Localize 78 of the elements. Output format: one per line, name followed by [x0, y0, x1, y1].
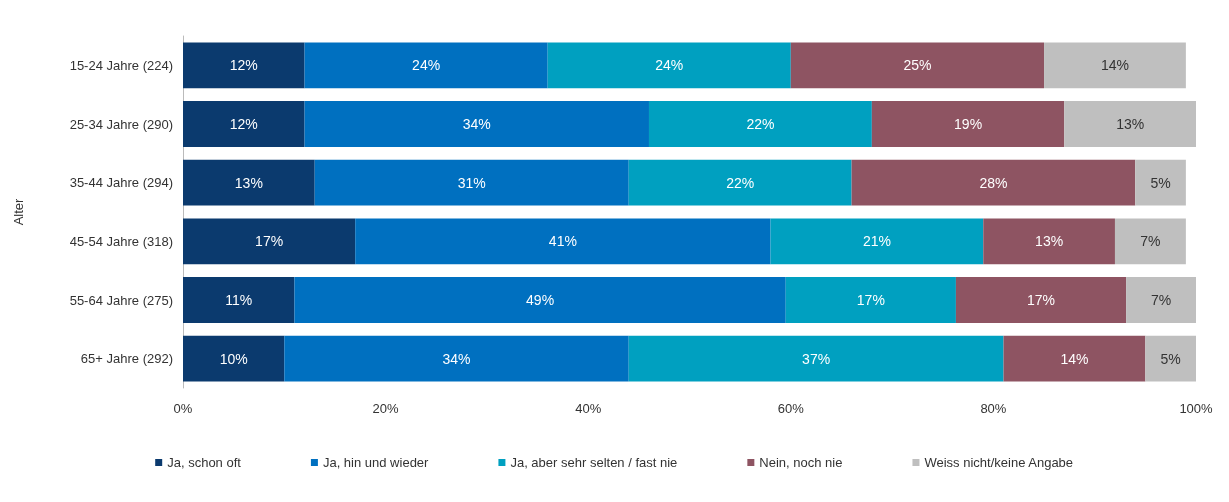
y-tick-label: 35-44 Jahre (294) — [69, 175, 173, 191]
data-label: 19% — [954, 116, 983, 132]
x-tick-label: 60% — [777, 401, 805, 416]
bar — [183, 277, 295, 323]
bar — [284, 335, 629, 382]
bar — [1064, 101, 1196, 147]
legend-label: Ja, hin und wieder — [322, 455, 430, 470]
legend-label: Nein, noch nie — [759, 455, 843, 470]
y-tick-label: 65+ Jahre (292) — [80, 351, 173, 367]
data-label: 34% — [442, 350, 471, 367]
bar — [1114, 218, 1186, 265]
data-label: 25% — [903, 57, 932, 74]
bar — [785, 277, 956, 323]
data-label: 5% — [1150, 174, 1171, 191]
data-label: 13% — [234, 174, 263, 191]
y-tick-label: 45-54 Jahre (318) — [69, 233, 173, 249]
data-label: 10% — [219, 350, 248, 367]
bar — [648, 101, 872, 147]
y-tick-label: 25-34 Jahre (290) — [69, 116, 173, 132]
bar — [790, 42, 1045, 89]
data-label: 41% — [548, 233, 577, 250]
data-label: 17% — [255, 233, 284, 250]
bar — [183, 159, 315, 206]
legend-label: Ja, schon oft — [167, 455, 242, 470]
bar — [304, 42, 548, 89]
data-label: 49% — [526, 292, 555, 308]
x-tick-label: 20% — [372, 401, 400, 416]
bar — [1145, 335, 1196, 382]
bar — [355, 218, 771, 265]
bar — [183, 335, 285, 382]
bar — [1126, 277, 1196, 323]
bar — [183, 218, 356, 265]
data-label: 34% — [462, 116, 491, 132]
data-label: 21% — [862, 233, 891, 250]
bar — [1135, 159, 1186, 206]
x-tick-label: 100% — [1179, 401, 1214, 416]
legend-label: Ja, aber sehr selten / fast nie — [510, 455, 678, 470]
bar — [1044, 42, 1186, 89]
bar — [183, 42, 305, 89]
data-label: 24% — [412, 57, 441, 74]
bar — [294, 277, 786, 323]
bar — [547, 42, 791, 89]
data-label: 24% — [655, 57, 684, 74]
data-label: 11% — [225, 292, 253, 308]
data-label: 7% — [1140, 233, 1161, 250]
y-tick-label: 55-64 Jahre (275) — [69, 292, 173, 308]
bar — [851, 159, 1136, 206]
x-tick-label: 80% — [980, 401, 1007, 416]
data-label: 22% — [726, 174, 755, 191]
data-label: 37% — [802, 350, 831, 367]
data-label: 17% — [856, 292, 885, 308]
data-label: 17% — [1027, 292, 1056, 308]
y-tick-label: 15-24 Jahre (224) — [69, 57, 173, 73]
data-label: 14% — [1060, 350, 1089, 367]
bar — [628, 335, 1004, 382]
data-label: 22% — [746, 116, 775, 132]
data-label: 12% — [229, 57, 258, 74]
x-tick-label: 40% — [575, 401, 602, 416]
data-label: 31% — [457, 174, 486, 191]
bar — [1003, 335, 1146, 382]
bar — [955, 277, 1127, 323]
bar — [871, 101, 1065, 147]
data-label: 7% — [1150, 292, 1172, 308]
data-label: 13% — [1116, 116, 1145, 132]
x-tick-label: 0% — [173, 401, 193, 416]
data-label: 14% — [1100, 57, 1129, 74]
bar — [770, 218, 984, 265]
bar — [983, 218, 1115, 265]
y-axis-title: Alter — [11, 197, 26, 226]
bar — [314, 159, 629, 206]
bar — [304, 101, 649, 147]
data-label: 13% — [1035, 233, 1064, 250]
data-label: 28% — [979, 174, 1008, 191]
data-label: 12% — [229, 116, 258, 132]
legend-label: Weiss nicht/keine Angabe — [924, 455, 1074, 470]
bar — [628, 159, 852, 206]
data-label: 5% — [1160, 350, 1181, 367]
bar — [183, 101, 305, 147]
